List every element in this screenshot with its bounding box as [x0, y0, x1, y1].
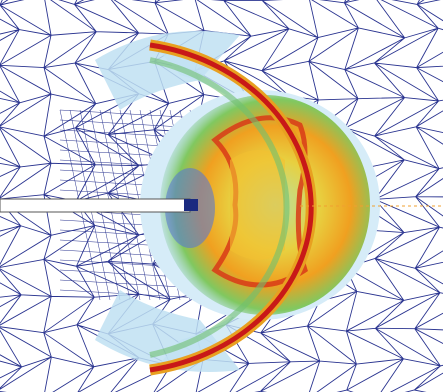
- outer-front: [149, 42, 314, 373]
- wing-region: [95, 30, 240, 373]
- inner-core: [230, 150, 285, 260]
- notch: [0, 198, 191, 213]
- notch-tip: [184, 199, 198, 211]
- trailing-band: [149, 57, 290, 358]
